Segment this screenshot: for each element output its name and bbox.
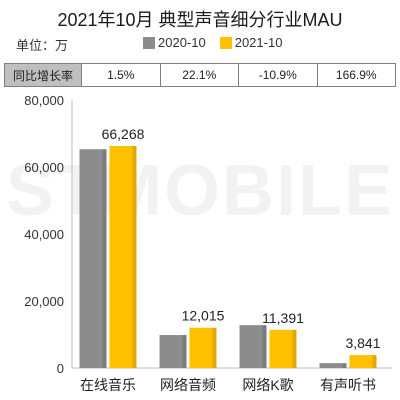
watermark: STMOBILE — [6, 151, 394, 231]
bar-2021 — [269, 329, 297, 368]
legend: 2020-10 2021-10 — [143, 35, 296, 50]
data-label: 66,268 — [102, 126, 145, 142]
yoy-growth-audiobooks: 166.9% — [316, 63, 396, 87]
y-tick-label: 40,000 — [24, 227, 64, 242]
legend-label-2021: 2021-10 — [234, 35, 283, 50]
legend-item-2021: 2021-10 — [219, 35, 283, 50]
bar-shade — [132, 146, 137, 368]
bar-2020 — [239, 325, 267, 368]
data-label: 12,015 — [182, 308, 225, 324]
yoy-growth-online-audio: 22.1% — [159, 63, 239, 87]
bar-2020 — [319, 363, 347, 368]
legend-swatch-2021 — [219, 36, 232, 49]
bar-shade — [212, 327, 217, 368]
x-category-label: 在线音乐 — [80, 377, 136, 393]
data-label: 3,841 — [345, 335, 380, 351]
bar-shade — [292, 329, 297, 368]
y-tick-label: 80,000 — [24, 93, 64, 108]
legend-item-2020: 2020-10 — [143, 35, 206, 50]
unit-label: 单位：万 — [16, 38, 69, 53]
bar-2021 — [109, 146, 137, 368]
yoy-growth-table: 同比增长率 1.5% 22.1% -10.9% 166.9% — [4, 63, 396, 87]
x-category-label: 有声听书 — [320, 377, 376, 393]
x-category-label: 网络音频 — [160, 377, 216, 393]
legend-label-2020: 2020-10 — [158, 35, 206, 50]
y-tick-label: 0 — [57, 361, 64, 376]
legend-swatch-2020 — [143, 36, 155, 49]
yoy-growth-row: 同比增长率 1.5% 22.1% -10.9% 166.9% — [4, 63, 396, 87]
bar-shade — [342, 363, 347, 368]
bar-shade — [102, 149, 107, 368]
chart-title: 2021年10月 典型声音细分行业MAU — [57, 10, 343, 30]
bar-2020 — [159, 335, 187, 368]
bar-2021 — [349, 355, 377, 368]
bar-shade — [262, 325, 267, 368]
y-tick-label: 20,000 — [24, 294, 64, 309]
bar-shade — [372, 355, 377, 368]
x-category-label: 网络K歌 — [242, 377, 293, 393]
y-tick-label: 60,000 — [24, 160, 64, 175]
bar-2020 — [79, 149, 107, 368]
data-label: 11,391 — [262, 310, 304, 326]
bar-shade — [182, 335, 187, 368]
bar-2021 — [189, 327, 217, 368]
yoy-growth-header: 同比增长率 — [4, 63, 82, 87]
